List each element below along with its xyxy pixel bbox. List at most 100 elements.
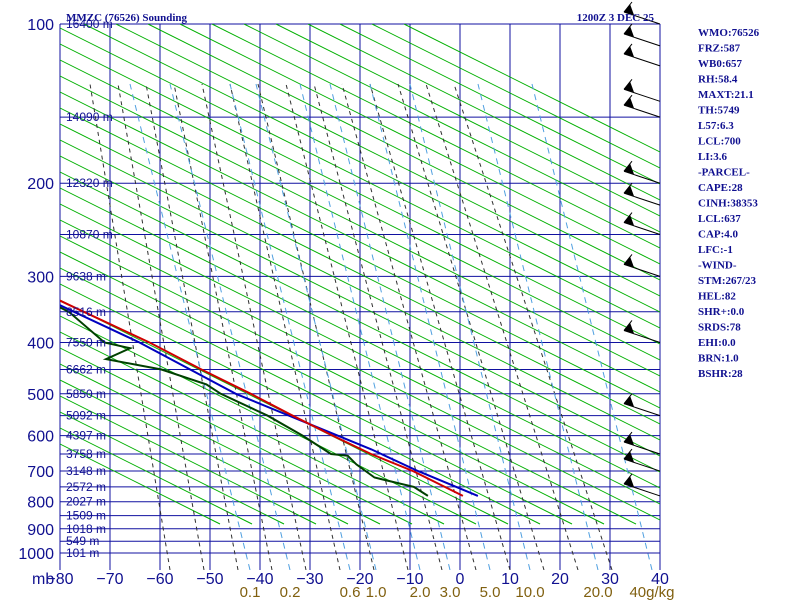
index-3: RH:58.4 [698,74,738,86]
wind-barb-11 [623,431,661,455]
dry-adiabat-32 [243,24,660,233]
index-20: EHI:0.0 [698,337,736,349]
dry-adiabat-13 [60,235,637,525]
temperature-line [60,299,464,497]
height-label-2: 12320 m [66,176,113,190]
dry-adiabat-18 [60,155,660,457]
mixing-ratio-label-3: 1.0 [366,584,387,600]
height-label-18: 101 m [66,546,99,560]
moist-adiabat-0 [89,83,171,570]
dry-adiabat-35 [339,24,660,185]
dry-adiabat-28 [115,24,660,297]
wind-barb-7 [623,212,661,235]
height-label-12: 3148 m [66,464,106,478]
height-label-10: 4397 m [66,429,106,443]
pressure-label-9: 1000 [18,546,54,563]
mixing-ratio-label-6: 5.0 [480,584,501,600]
chart-timestamp: 1200Z 3 DEC 25 [577,12,655,24]
dry-adiabat-30 [179,24,660,265]
pressure-unit: mb [32,571,54,588]
temperature-tick-7: −10 [396,571,423,588]
wind-barb-2 [623,43,661,67]
wind-barb-8 [623,254,661,277]
dry-adiabat-27 [83,24,660,313]
moist-adiabat-4 [201,83,307,570]
temperature-tick-2: −60 [146,571,173,588]
dry-adiabat-1 [60,427,253,525]
index-21: BRN:1.0 [698,353,739,365]
moist-adiabat-11 [397,83,545,570]
index-14: LFC:-1 [698,244,733,256]
height-label-15: 1509 m [66,509,106,523]
height-label-5: 8516 m [66,305,106,319]
wind-barb-9 [623,320,661,343]
index-2: WB0:657 [698,58,743,70]
dry-adiabat-24 [60,59,660,361]
pressure-label-5: 600 [27,429,54,446]
moist-adiabat-12 [425,83,579,570]
dry-adiabat-16 [60,187,660,489]
wind-barbs [623,1,661,497]
index-5: TH:5749 [698,105,740,117]
dry-adiabat-26 [60,27,660,329]
dry-adiabat-12 [60,251,605,525]
index-12: LCL:637 [698,213,741,225]
temperature-tick-6: −20 [346,571,373,588]
moist-adiabat-2 [145,83,239,570]
wind-barb-12 [623,448,661,472]
dry-adiabats [60,24,660,525]
moist-adiabat-5 [229,83,341,570]
moist-adiabat-7 [285,83,409,570]
index-4: MAXT:21.1 [698,89,754,101]
height-label-11: 3758 m [66,447,106,461]
temperature-tick-8: 0 [456,571,465,588]
chart-title: MMZC (76526) Sounding [66,12,188,24]
pressure-label-2: 300 [27,269,54,286]
pressure-label-6: 700 [27,464,54,481]
height-label-9: 5092 m [66,409,106,423]
moist-adiabat-9 [341,83,477,570]
pressure-label-7: 800 [27,495,54,512]
moist-adiabats [89,83,613,570]
index-13: CAP:4.0 [698,229,739,241]
pressure-label-0: 100 [27,17,54,34]
height-label-8: 5850 m [66,387,106,401]
dry-adiabat-23 [60,75,660,377]
index-10: CAPE:28 [698,182,743,194]
index-1: FRZ:587 [698,43,741,55]
dry-adiabat-3 [60,395,317,525]
pressure-label-3: 400 [27,335,54,352]
dry-adiabat-29 [147,24,660,281]
profile-lines [60,299,479,497]
dry-adiabat-22 [60,91,660,393]
mixing-ratio-line-7 [409,83,531,570]
height-label-14: 2027 m [66,495,106,509]
index-6: L57:6.3 [698,120,734,132]
mixing-ratio-label-8: 20.0 [583,584,612,600]
mixing-ratio-label-4: 2.0 [410,584,431,600]
index-7: LCL:700 [698,136,741,148]
dry-adiabat-20 [60,123,660,425]
mixing-ratio-line-8 [477,83,599,570]
wind-barb-13 [623,473,661,497]
dry-adiabat-11 [60,267,573,525]
temperature-tick-12: 40 [651,571,669,588]
dry-adiabat-7 [60,331,445,525]
dry-adiabat-25 [60,43,660,345]
dry-adiabat-15 [60,203,660,505]
height-label-17: 549 m [66,534,99,548]
dry-adiabat-31 [211,24,660,249]
dry-adiabat-37 [403,24,660,153]
mixing-ratio-label-1: 0.2 [280,584,301,600]
moist-adiabat-13 [453,83,613,570]
index-22: BSHR:28 [698,368,743,380]
mixing-ratio-line-6 [369,83,491,570]
index-15: -WIND- [698,260,737,272]
moist-adiabat-3 [173,83,273,570]
height-label-6: 7550 m [66,335,106,349]
moist-adiabat-8 [313,83,443,570]
temperature-tick-1: −70 [96,571,123,588]
wind-barb-3 [623,78,661,102]
